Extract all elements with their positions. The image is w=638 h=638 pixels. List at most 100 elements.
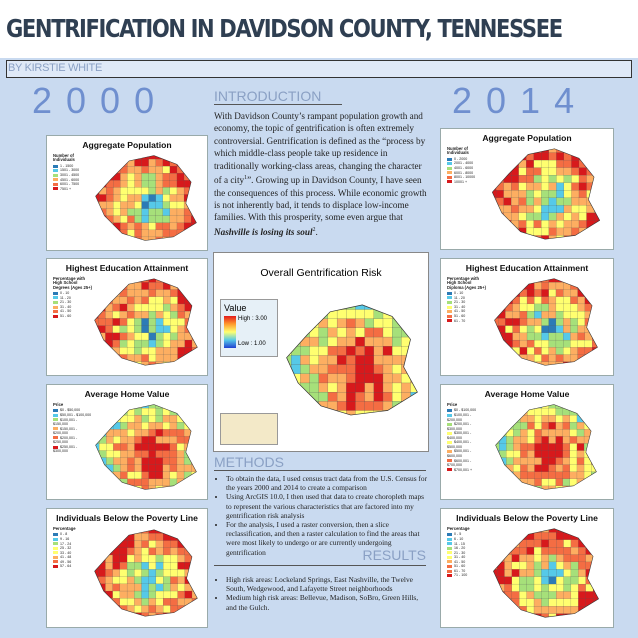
tract bbox=[512, 289, 521, 298]
tract bbox=[184, 354, 193, 363]
tract bbox=[155, 478, 164, 487]
tract bbox=[555, 303, 564, 312]
tract bbox=[555, 429, 564, 437]
tract bbox=[355, 401, 366, 411]
swatch bbox=[53, 164, 58, 168]
tract bbox=[106, 229, 114, 238]
tract bbox=[496, 532, 505, 541]
tract bbox=[410, 336, 418, 347]
tract bbox=[291, 327, 301, 338]
tract bbox=[141, 533, 150, 541]
tract bbox=[533, 539, 542, 548]
tract bbox=[548, 227, 557, 236]
tract bbox=[183, 158, 192, 167]
tract bbox=[94, 554, 99, 563]
tract bbox=[113, 155, 121, 160]
tract bbox=[570, 303, 578, 312]
tract bbox=[410, 327, 418, 338]
tract bbox=[177, 278, 186, 283]
tract bbox=[126, 569, 135, 577]
tract bbox=[120, 208, 128, 217]
legend-label: 61 - 70 bbox=[454, 568, 466, 573]
tract bbox=[155, 180, 164, 188]
tract bbox=[392, 355, 402, 366]
tract bbox=[127, 450, 135, 458]
tract bbox=[506, 443, 514, 451]
tract bbox=[119, 318, 128, 326]
tract bbox=[113, 450, 121, 458]
tract bbox=[373, 392, 384, 402]
tract bbox=[578, 613, 587, 618]
tract bbox=[94, 547, 99, 556]
tract bbox=[169, 215, 178, 224]
tract bbox=[141, 347, 150, 355]
tracts bbox=[493, 528, 599, 618]
tract bbox=[120, 158, 128, 167]
tract bbox=[503, 159, 512, 168]
tract bbox=[106, 422, 114, 430]
tract bbox=[155, 576, 164, 585]
swatch bbox=[447, 537, 452, 541]
tract bbox=[141, 612, 150, 617]
tract bbox=[586, 227, 595, 236]
tract bbox=[392, 309, 402, 320]
tract bbox=[519, 361, 528, 366]
legend-label: 17 - 24 bbox=[60, 541, 72, 546]
tract bbox=[355, 318, 366, 329]
tract bbox=[533, 152, 542, 161]
tract bbox=[148, 415, 157, 423]
tract bbox=[134, 612, 142, 617]
tract bbox=[127, 166, 135, 174]
tract bbox=[105, 533, 114, 541]
tract bbox=[563, 591, 572, 600]
tract bbox=[286, 373, 292, 384]
tract bbox=[127, 208, 135, 217]
tract bbox=[570, 569, 579, 578]
legend-title: Percentage with High School Degrees (Age… bbox=[53, 276, 92, 290]
tract bbox=[511, 591, 520, 600]
tract bbox=[183, 450, 192, 458]
swatch bbox=[53, 301, 58, 305]
tract bbox=[162, 194, 171, 202]
section-heading: METHODS bbox=[214, 454, 426, 471]
tract bbox=[162, 187, 171, 195]
tract bbox=[169, 443, 178, 451]
tract bbox=[555, 415, 564, 423]
tract bbox=[106, 215, 114, 224]
tract bbox=[198, 202, 201, 209]
tract bbox=[105, 282, 114, 290]
tract bbox=[198, 187, 201, 194]
tract bbox=[148, 605, 157, 614]
tract bbox=[527, 429, 535, 437]
tract bbox=[169, 155, 178, 160]
tract bbox=[191, 562, 198, 570]
tract bbox=[98, 361, 106, 366]
tract bbox=[126, 318, 135, 326]
tract bbox=[576, 429, 585, 437]
tract bbox=[183, 485, 192, 490]
tract bbox=[105, 540, 114, 549]
map-panel: Aggregate Population Number of Individual… bbox=[46, 135, 208, 251]
tract bbox=[177, 339, 186, 348]
tract bbox=[495, 167, 504, 176]
tract bbox=[548, 175, 557, 184]
tract bbox=[570, 598, 579, 607]
tract bbox=[286, 327, 292, 338]
tract bbox=[504, 569, 513, 578]
tract bbox=[534, 339, 542, 348]
tract bbox=[141, 485, 150, 490]
tract bbox=[176, 180, 185, 188]
tract bbox=[199, 333, 201, 340]
tract bbox=[586, 205, 595, 214]
tract bbox=[199, 562, 201, 569]
tract bbox=[598, 458, 605, 465]
swatch bbox=[53, 305, 58, 309]
swatch bbox=[53, 560, 58, 564]
tract bbox=[141, 361, 150, 366]
tract bbox=[576, 471, 585, 480]
tract bbox=[498, 303, 506, 312]
tract bbox=[99, 201, 107, 209]
tract bbox=[382, 392, 393, 402]
tract bbox=[148, 282, 157, 290]
tract bbox=[562, 436, 571, 444]
